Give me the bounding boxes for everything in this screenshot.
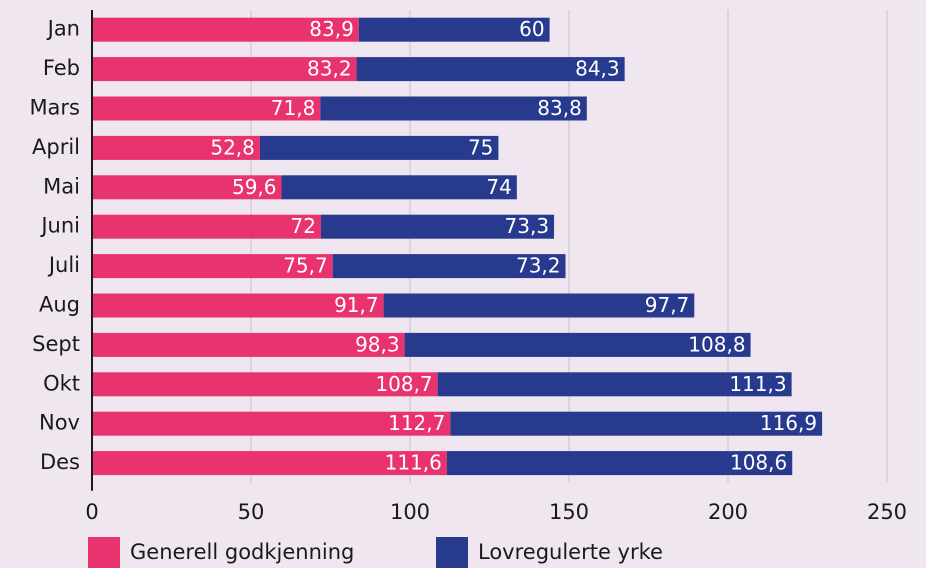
value-label: 60 xyxy=(519,17,544,41)
value-label: 73,2 xyxy=(516,254,561,278)
value-label: 108,7 xyxy=(375,372,432,396)
x-tick-label: 200 xyxy=(708,500,748,524)
value-label: 116,9 xyxy=(760,411,817,435)
bar-segment xyxy=(92,372,438,397)
y-tick-label: April xyxy=(32,135,80,159)
y-tick-label: Nov xyxy=(39,411,80,435)
y-tick-label: Okt xyxy=(43,371,80,395)
bar-segment xyxy=(320,214,555,239)
legend-label: Generell godkjenning xyxy=(130,540,354,564)
bar-segment xyxy=(92,214,321,239)
bar-segment xyxy=(92,332,405,357)
bar-segment xyxy=(92,451,447,476)
value-label: 83,2 xyxy=(307,57,352,81)
value-label: 83,8 xyxy=(537,96,582,120)
legend-label: Lovregulerte yrke xyxy=(478,540,663,564)
legend-swatch xyxy=(88,537,120,568)
bar-segment xyxy=(446,451,793,476)
value-label: 71,8 xyxy=(271,96,316,120)
x-tick-label: 100 xyxy=(390,500,430,524)
bar-segment xyxy=(320,96,587,121)
x-tick-label: 0 xyxy=(85,500,98,524)
y-tick-label: Feb xyxy=(43,56,80,80)
value-label: 84,3 xyxy=(575,57,620,81)
value-label: 59,6 xyxy=(232,175,277,199)
value-label: 108,6 xyxy=(730,451,787,475)
bar-segment xyxy=(259,135,499,160)
value-label: 97,7 xyxy=(645,293,690,317)
x-tick-label: 250 xyxy=(867,500,907,524)
value-label: 111,6 xyxy=(385,451,442,475)
y-tick-label: Des xyxy=(40,450,80,474)
value-label: 72 xyxy=(291,214,316,238)
bar-segment xyxy=(437,372,792,397)
bar-segment xyxy=(450,411,823,436)
y-tick-label: Aug xyxy=(39,293,80,317)
value-label: 108,8 xyxy=(688,332,745,356)
legend-swatch xyxy=(436,537,468,568)
value-label: 74 xyxy=(486,175,511,199)
x-tick-label: 150 xyxy=(549,500,589,524)
value-label: 73,3 xyxy=(505,214,550,238)
value-label: 98,3 xyxy=(355,332,400,356)
value-label: 52,8 xyxy=(210,135,255,159)
bar-segment xyxy=(92,57,357,82)
y-tick-label: Jan xyxy=(46,17,80,41)
y-tick-label: Juli xyxy=(47,253,80,277)
bar-segment xyxy=(92,411,451,436)
value-label: 75 xyxy=(468,135,493,159)
bar-segment xyxy=(92,293,384,318)
value-label: 75,7 xyxy=(283,254,328,278)
bar-segment xyxy=(383,293,695,318)
bar-segment xyxy=(281,175,517,200)
bar-segment xyxy=(92,17,359,42)
x-tick-label: 50 xyxy=(238,500,265,524)
bar-segment xyxy=(92,96,321,121)
y-tick-label: Juni xyxy=(39,214,80,238)
y-tick-label: Mars xyxy=(29,96,80,120)
bar-segment xyxy=(92,175,282,200)
bar-segment xyxy=(404,332,751,357)
value-label: 112,7 xyxy=(388,411,445,435)
y-tick-label: Mai xyxy=(43,174,80,198)
value-label: 91,7 xyxy=(334,293,379,317)
bar-segment xyxy=(356,57,625,82)
bar-segment xyxy=(358,17,550,42)
bar-segment xyxy=(92,254,333,279)
bar-segment xyxy=(92,135,260,160)
y-tick-label: Sept xyxy=(32,332,80,356)
value-label: 111,3 xyxy=(729,372,786,396)
bar-segment xyxy=(332,254,566,279)
value-label: 83,9 xyxy=(309,17,354,41)
